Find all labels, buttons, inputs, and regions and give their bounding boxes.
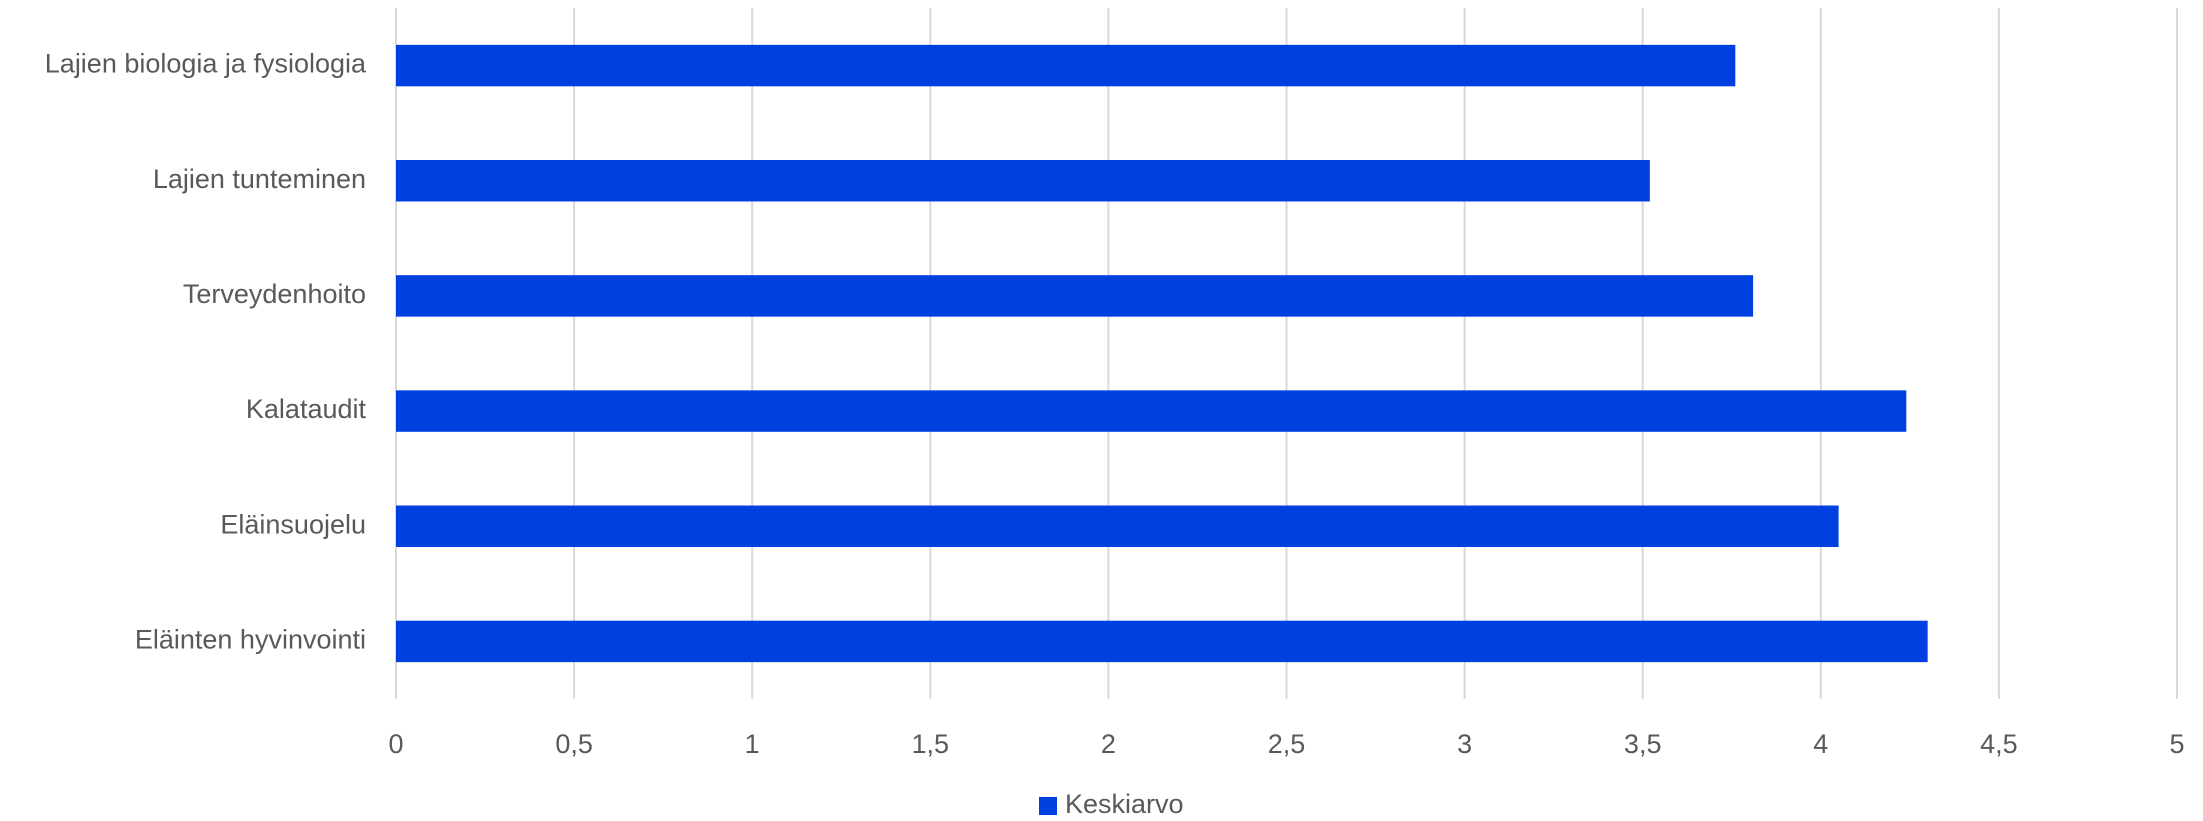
gridlines xyxy=(395,8,2178,699)
x-tick-label-10: 5 xyxy=(2169,729,2184,759)
bar-4[interactable] xyxy=(396,505,1839,547)
x-tick-label-8: 4 xyxy=(1813,729,1828,759)
x-tick-label-7: 3,5 xyxy=(1624,729,1662,759)
bar-2[interactable] xyxy=(396,275,1754,317)
legend-label-keskiarvo: Keskiarvo xyxy=(1065,789,1184,819)
x-tick-label-3: 1,5 xyxy=(912,729,950,759)
x-tick-labels: 0 0,5 1 1,5 2 2,5 3 3,5 4 4,5 5 xyxy=(388,729,2184,759)
bar-5[interactable] xyxy=(396,620,1928,663)
bar-3[interactable] xyxy=(396,390,1907,432)
legend[interactable]: Keskiarvo xyxy=(1039,789,1184,819)
x-tick-label-2: 1 xyxy=(745,729,760,759)
category-label-4: Eläinsuojelu xyxy=(220,509,366,539)
category-label-3: Kalataudit xyxy=(246,394,367,424)
category-label-1: Lajien tunteminen xyxy=(153,164,366,194)
category-labels: Lajien biologia ja fysiologia Lajien tunt… xyxy=(45,49,367,655)
x-tick-label-4: 2 xyxy=(1101,729,1116,759)
bar-1[interactable] xyxy=(396,160,1650,202)
x-tick-label-5: 2,5 xyxy=(1268,729,1306,759)
category-label-5: Eläinten hyvinvointi xyxy=(135,625,366,655)
x-tick-label-0: 0 xyxy=(388,729,403,759)
x-tick-label-1: 0,5 xyxy=(555,729,593,759)
bar-0[interactable] xyxy=(396,44,1736,87)
legend-swatch-keskiarvo xyxy=(1039,797,1057,815)
x-tick-label-9: 4,5 xyxy=(1980,729,2018,759)
bars xyxy=(396,44,1928,663)
category-label-2: Terveydenhoito xyxy=(183,279,366,309)
x-tick-label-6: 3 xyxy=(1457,729,1472,759)
category-label-0: Lajien biologia ja fysiologia xyxy=(45,49,367,79)
